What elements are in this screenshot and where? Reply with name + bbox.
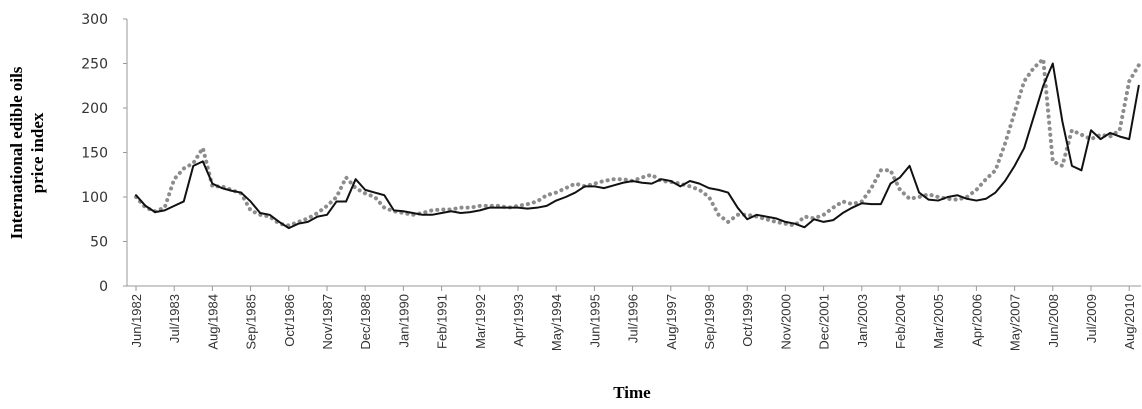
x-tick-label: Jun/2008 xyxy=(1046,294,1061,348)
y-tick-label: 50 xyxy=(90,235,108,251)
x-tick-label: Nov/2000 xyxy=(778,294,793,350)
y-tick-label: 250 xyxy=(81,57,108,73)
x-tick-label: Jun/1995 xyxy=(587,294,602,348)
x-tick-label: Jan/1990 xyxy=(396,294,411,348)
x-tick-label: May/1994 xyxy=(549,294,564,351)
x-tick-label: Jul/2009 xyxy=(1084,294,1099,343)
y-tick-label: 300 xyxy=(81,12,108,28)
series-line xyxy=(134,57,1141,228)
series-line xyxy=(135,62,1140,230)
y-tick-label: 100 xyxy=(81,190,108,206)
x-axis-title: Time xyxy=(613,383,651,402)
x-tick-label: Jun/1982 xyxy=(129,294,144,348)
y-axis-title: price index xyxy=(28,112,47,193)
x-tick-label: Jan/2003 xyxy=(855,294,870,348)
x-tick-label: May/2007 xyxy=(1008,294,1023,351)
x-tick-label: Jul/1996 xyxy=(626,294,641,343)
y-tick-label: 150 xyxy=(81,146,108,162)
x-tick-label: Jul/1983 xyxy=(167,294,182,343)
x-tick-label: Aug/1984 xyxy=(205,294,220,350)
y-tick-label: 200 xyxy=(81,101,108,117)
x-tick-label: Oct/1999 xyxy=(740,294,755,347)
x-tick-label: Oct/1986 xyxy=(282,294,297,347)
y-axis-title: International edible oils xyxy=(7,66,26,239)
x-tick-label: Sep/1985 xyxy=(244,294,259,350)
x-tick-label: Apr/1993 xyxy=(511,294,526,347)
x-tick-label: Feb/1991 xyxy=(435,294,450,349)
x-tick-label: Aug/1997 xyxy=(664,294,679,350)
x-tick-label: Feb/2004 xyxy=(893,294,908,349)
x-tick-label: Dec/1988 xyxy=(358,294,373,350)
x-tick-label: Nov/1987 xyxy=(320,294,335,350)
x-tick-label: Sep/1998 xyxy=(702,294,717,350)
x-tick-label: Dec/2001 xyxy=(817,294,832,350)
y-tick-label: 0 xyxy=(99,279,108,295)
x-tick-label: Mar/2005 xyxy=(931,294,946,349)
x-tick-label: Mar/1992 xyxy=(473,294,488,349)
x-tick-label: Apr/2006 xyxy=(969,294,984,347)
x-tick-label: Aug/2010 xyxy=(1122,294,1137,350)
